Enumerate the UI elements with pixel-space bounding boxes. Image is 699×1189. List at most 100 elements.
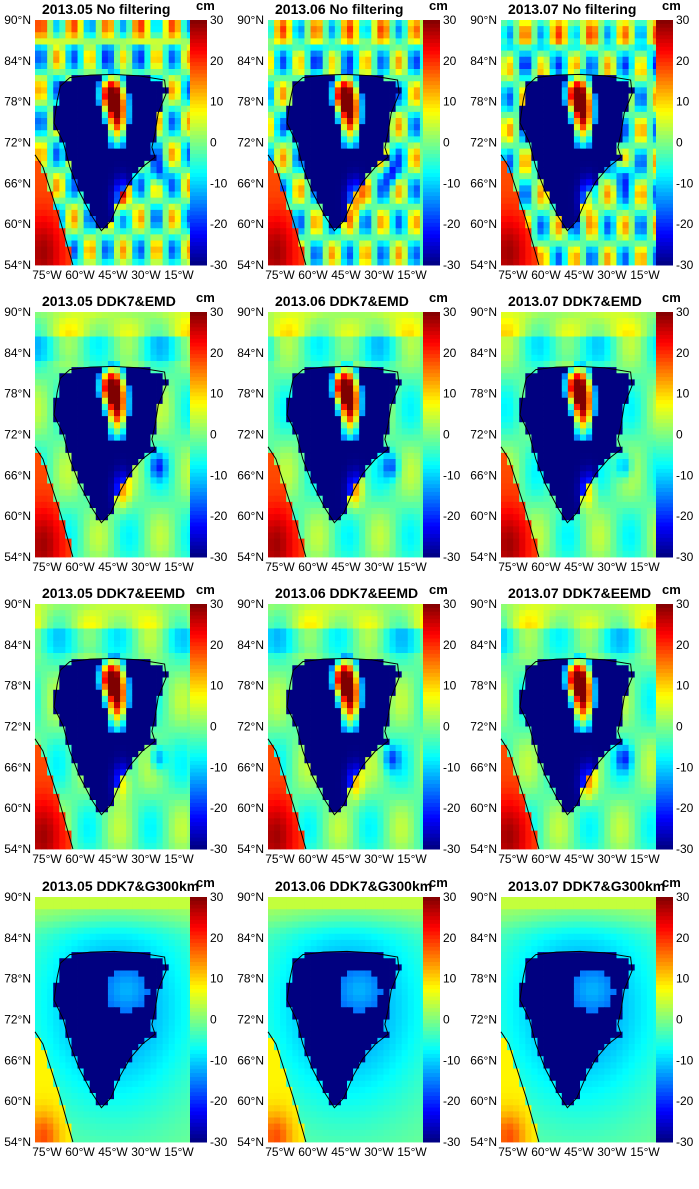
heatmap-cell <box>304 203 311 211</box>
colorbar-swatch <box>190 222 207 228</box>
heatmap-cell <box>59 44 66 52</box>
heatmap-cell <box>180 26 188 33</box>
heatmap-cell <box>180 471 188 478</box>
heatmap-cell <box>347 185 354 192</box>
heatmap-cell <box>531 203 538 211</box>
heatmap-cell <box>322 246 330 254</box>
heatmap-cell <box>268 373 275 380</box>
heatmap-cell <box>610 148 617 156</box>
heatmap-cell <box>180 93 188 101</box>
heatmap-cell <box>150 32 157 39</box>
heatmap-cell <box>549 142 557 150</box>
heatmap-cell <box>101 403 109 411</box>
heatmap-cell <box>120 367 127 374</box>
heatmap-cell <box>144 471 151 478</box>
heatmap-cell <box>150 318 157 325</box>
heatmap-cell <box>120 403 127 411</box>
heatmap-cell <box>114 477 121 484</box>
heatmap-cell <box>513 148 520 156</box>
heatmap-cell <box>114 105 121 113</box>
heatmap-cell <box>567 105 575 113</box>
heatmap-cell <box>316 318 324 325</box>
heatmap-cell <box>401 75 409 82</box>
heatmap-cell <box>298 32 305 39</box>
heatmap-cell <box>156 81 164 88</box>
heatmap-cell <box>353 258 360 266</box>
heatmap-cell <box>646 246 654 254</box>
heatmap-cell <box>580 62 587 70</box>
heatmap-cell <box>304 246 311 254</box>
heatmap-cell <box>268 354 275 362</box>
heatmap-cell <box>501 234 508 241</box>
heatmap-cell <box>168 160 176 168</box>
heatmap-cell <box>328 185 336 192</box>
heatmap-cell <box>150 501 157 509</box>
heatmap-cell <box>126 434 133 442</box>
heatmap-cell <box>71 209 78 217</box>
colorbar-swatch <box>190 261 207 266</box>
heatmap-cell <box>89 348 97 356</box>
colorbar-swatch <box>190 388 207 393</box>
heatmap-cell <box>322 336 330 344</box>
heatmap-cell <box>401 324 409 331</box>
heatmap-cell <box>138 520 145 527</box>
heatmap-cell <box>71 258 78 266</box>
heatmap-cell <box>401 391 409 399</box>
heatmap-cell <box>95 69 103 76</box>
heatmap-cell <box>286 136 293 143</box>
heatmap-cell <box>347 330 354 337</box>
heatmap-cell <box>132 209 139 217</box>
heatmap-cell <box>513 136 520 143</box>
heatmap-cell <box>89 403 97 411</box>
heatmap-cell <box>77 148 85 156</box>
heatmap-cell <box>298 336 305 344</box>
heatmap-cell <box>610 222 617 229</box>
heatmap-cell <box>580 81 587 88</box>
heatmap-cell <box>298 397 305 405</box>
colorbar-swatch <box>656 73 673 78</box>
heatmap-cell <box>95 440 103 448</box>
heatmap-cell <box>156 434 164 442</box>
heatmap-cell <box>280 69 287 76</box>
heatmap-cell <box>132 203 139 211</box>
heatmap-cell <box>107 179 115 186</box>
heatmap-cell <box>162 185 170 192</box>
heatmap-cell <box>304 234 311 241</box>
heatmap-cell <box>507 87 514 94</box>
heatmap-cell <box>174 544 182 552</box>
heatmap-cell <box>573 87 581 94</box>
heatmap-cell <box>298 203 305 211</box>
heatmap-cell <box>180 142 188 150</box>
heatmap-cell <box>77 501 85 509</box>
heatmap-cell <box>114 489 121 497</box>
heatmap-cell <box>395 160 403 168</box>
heatmap-cell <box>407 410 415 417</box>
heatmap-cell <box>340 148 348 156</box>
heatmap-cell <box>47 99 54 107</box>
heatmap-cell <box>71 385 78 393</box>
heatmap-cell <box>413 179 421 186</box>
heatmap-cell <box>138 489 145 497</box>
heatmap-cell <box>389 111 397 119</box>
heatmap-cell <box>610 197 617 205</box>
heatmap-cell <box>334 348 342 356</box>
heatmap-cell <box>586 154 593 162</box>
heatmap-cell <box>101 26 109 33</box>
heatmap-cell <box>35 228 42 235</box>
heatmap-cell <box>83 56 91 64</box>
heatmap-cell <box>310 336 318 344</box>
heatmap-cell <box>340 222 348 229</box>
heatmap-cell <box>407 154 415 162</box>
heatmap-cell <box>537 130 544 137</box>
heatmap-cell <box>573 136 581 143</box>
heatmap-cell <box>304 410 311 417</box>
heatmap-cell <box>304 130 311 137</box>
heatmap-cell <box>377 142 384 150</box>
heatmap-cell <box>77 167 85 174</box>
heatmap-cell <box>280 56 287 64</box>
heatmap-cell <box>156 318 164 325</box>
heatmap-cell <box>513 234 520 241</box>
heatmap-cell <box>334 93 342 101</box>
heatmap-cell <box>640 203 648 211</box>
heatmap-cell <box>107 154 115 162</box>
